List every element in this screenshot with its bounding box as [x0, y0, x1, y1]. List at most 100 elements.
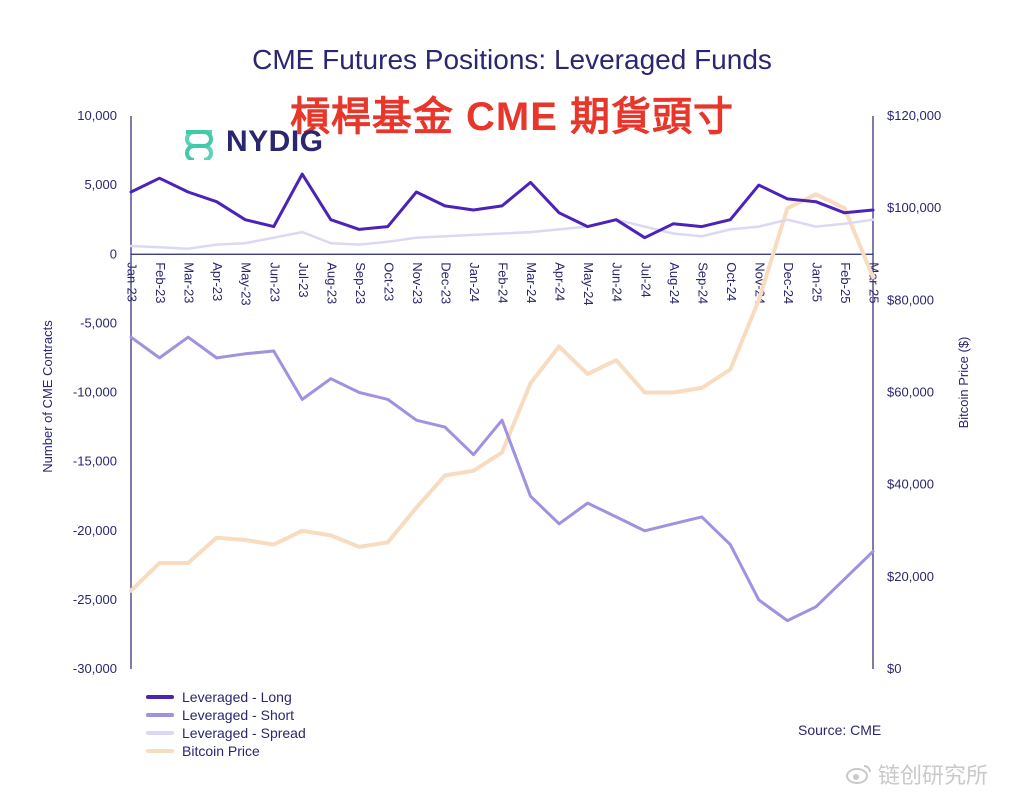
y2-tick-label: $20,000: [887, 569, 934, 584]
data-point: [329, 241, 332, 245]
data-point: [500, 451, 504, 454]
data-point: [215, 356, 218, 360]
data-point: [729, 368, 732, 371]
data-point: [814, 200, 818, 203]
legend-item: Bitcoin Price: [146, 742, 306, 760]
data-point: [786, 619, 789, 622]
x-tick-label: May-24: [581, 262, 596, 305]
x-tick-label: Jan-23: [125, 262, 140, 302]
data-point: [186, 190, 190, 194]
data-point: [301, 230, 304, 234]
x-tick-label: Jul-23: [296, 262, 311, 297]
legend-item: Leveraged - Spread: [146, 724, 306, 742]
data-point: [243, 241, 247, 245]
y-tick-label: 10,000: [77, 108, 117, 123]
nydig-logo: NYDIG: [180, 124, 324, 160]
data-point: [472, 233, 475, 237]
legend: Leveraged - Long Leveraged - Short Leverag…: [146, 688, 306, 760]
data-point: [158, 356, 161, 360]
x-tick-label: Mar-24: [524, 262, 539, 303]
data-point: [529, 494, 532, 498]
data-point: [843, 222, 846, 226]
legend-label: Leveraged - Short: [182, 707, 295, 723]
data-point: [500, 204, 504, 208]
data-point: [415, 236, 418, 239]
data-point: [786, 206, 789, 210]
data-point: [643, 236, 646, 239]
nydig-logo-icon: [185, 130, 213, 160]
x-tick-label: Jun-24: [610, 262, 625, 302]
data-point: [415, 418, 418, 422]
data-point: [186, 561, 190, 565]
data-point: [729, 543, 732, 546]
data-point: [443, 204, 447, 208]
data-point: [329, 218, 332, 221]
y-tick-label: 0: [110, 246, 117, 261]
x-tick-label: Feb-23: [153, 262, 168, 303]
y2-tick-label: $80,000: [887, 292, 934, 307]
x-tick-label: Jun-23: [267, 262, 282, 302]
data-point: [814, 225, 818, 228]
data-point: [386, 398, 390, 401]
data-point: [301, 398, 304, 401]
data-point: [129, 190, 133, 194]
data-point: [843, 211, 846, 214]
data-point: [129, 336, 133, 339]
data-point: [529, 382, 532, 385]
data-point: [386, 225, 390, 228]
data-point: [729, 228, 732, 231]
x-tick-label: Jul-24: [638, 262, 653, 297]
data-point: [557, 228, 561, 231]
data-point: [643, 225, 646, 228]
data-point: [443, 235, 447, 238]
legend-label: Leveraged - Spread: [182, 725, 306, 741]
data-point: [672, 222, 675, 226]
legend-swatch: [146, 731, 174, 735]
data-point: [871, 276, 875, 279]
x-tick-label: Oct-24: [724, 262, 739, 301]
y-tick-label: -30,000: [73, 661, 117, 676]
data-point: [500, 232, 504, 235]
data-point: [672, 522, 675, 526]
data-point: [814, 605, 818, 608]
data-point: [186, 336, 190, 339]
data-point: [643, 391, 646, 394]
x-tick-label: Apr-24: [553, 262, 568, 301]
data-point: [272, 236, 275, 239]
x-tick-label: Feb-24: [496, 262, 511, 303]
x-tick-label: Sep-23: [353, 262, 368, 304]
weibo-watermark: 链创研究所: [846, 758, 988, 790]
data-point: [272, 349, 275, 353]
data-point: [586, 372, 589, 376]
legend-item: Leveraged - Long: [146, 688, 306, 706]
data-point: [786, 218, 789, 221]
data-point: [500, 418, 504, 422]
data-point: [358, 391, 361, 394]
y2-tick-label: $120,000: [887, 108, 941, 123]
data-point: [329, 534, 332, 537]
data-point: [871, 550, 875, 553]
data-point: [129, 589, 133, 592]
x-tick-label: Oct-23: [381, 262, 396, 301]
x-tick-label: Sep-24: [695, 262, 710, 304]
data-point: [472, 453, 475, 456]
data-point: [358, 243, 361, 246]
data-point: [557, 345, 561, 348]
data-point: [443, 425, 447, 429]
data-point: [700, 225, 703, 228]
x-tick-label: May-23: [239, 262, 254, 305]
data-point: [186, 247, 190, 250]
y2-tick-label: $40,000: [887, 477, 934, 492]
y-tick-label: -20,000: [73, 523, 117, 538]
x-tick-label: Nov-23: [410, 262, 425, 304]
y2-axis-title: Bitcoin Price ($): [956, 337, 971, 429]
data-point: [415, 506, 418, 509]
logo-text: NYDIG: [226, 125, 324, 158]
data-point: [557, 522, 561, 526]
x-tick-label: Dec-24: [781, 262, 796, 304]
data-point: [329, 377, 332, 380]
x-tick-label: Mar-23: [182, 262, 197, 303]
legend-label: Leveraged - Long: [182, 689, 292, 705]
data-point: [871, 218, 875, 221]
